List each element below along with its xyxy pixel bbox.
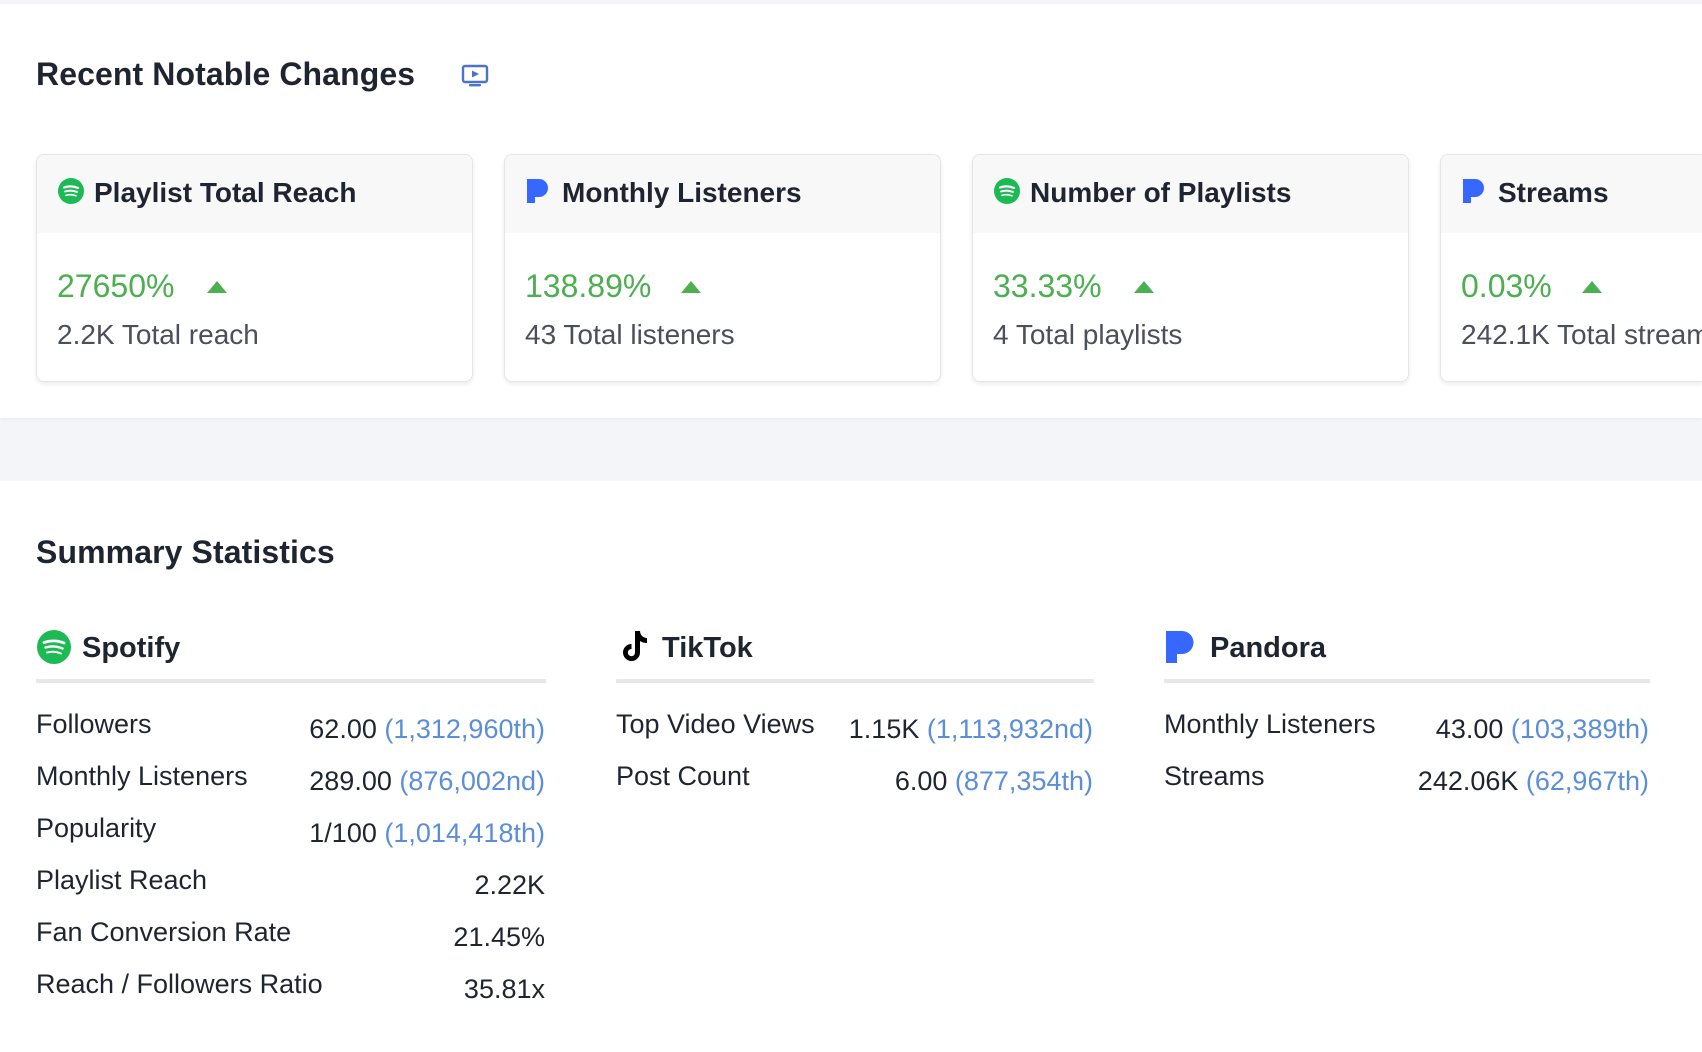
platform-name: TikTok (662, 632, 753, 664)
summary-statistics-title: Summary Statistics (36, 534, 335, 570)
divider (1164, 679, 1650, 683)
stat-value: 6.00 (877,354th) (895, 766, 1093, 797)
stat-row-monthly-listeners: Monthly Listeners 289.00 (876,002nd) (36, 761, 545, 801)
change-card-playlist-reach[interactable]: Playlist Total Reach 27650% 2.2K Total r… (36, 154, 473, 382)
card-title: Streams (1498, 177, 1609, 208)
card-subtitle: 4 Total playlists (993, 319, 1183, 350)
value-text: 35.81x (463, 974, 545, 1004)
stat-label: Top Video Views (616, 709, 815, 739)
stat-value: 43.00 (103,389th) (1436, 714, 1649, 745)
card-subtitle: 43 Total listeners (525, 319, 735, 350)
stat-label: Followers (36, 709, 152, 739)
value-text: 289.00 (309, 766, 392, 796)
stat-label: Playlist Reach (36, 865, 208, 895)
stat-row-post-count: Post Count 6.00 (877,354th) (616, 761, 1093, 801)
summary-statistics-panel: Summary Statistics Spotify Followers 62.… (0, 481, 1702, 1052)
stat-row-top-video-views: Top Video Views 1.15K (1,113,932nd) (616, 709, 1093, 749)
value-text: 43.00 (1435, 714, 1504, 744)
platform-name: Spotify (82, 632, 181, 664)
recent-changes-title: Recent Notable Changes (36, 56, 416, 92)
stat-row-popularity: Popularity 1/100 (1,014,418th) (36, 813, 545, 853)
stat-value: 289.00 (876,002nd) (309, 766, 545, 797)
stat-value: 35.81x (464, 974, 545, 1005)
rank-link[interactable]: (877,354th) (954, 766, 1093, 796)
stat-value: 2.22K (474, 870, 545, 901)
tiktok-icon (623, 631, 647, 661)
stat-row-reach-followers-ratio: Reach / Followers Ratio 35.81x (36, 969, 545, 1009)
stat-value: 21.45% (453, 922, 545, 953)
stat-row-playlist-reach: Playlist Reach 2.22K (36, 865, 545, 905)
stat-value: 62.00 (1,312,960th) (309, 714, 545, 745)
change-card-monthly-listeners[interactable]: Monthly Listeners 138.89% 43 Total liste… (504, 154, 941, 382)
stat-label: Post Count (616, 761, 750, 791)
card-subtitle: 242.1K Total streams (1461, 319, 1702, 350)
rank-link[interactable]: (1,312,960th) (384, 714, 545, 744)
card-percent: 33.33% (993, 268, 1102, 304)
divider (36, 679, 546, 683)
value-text: 6.00 (894, 766, 948, 796)
rank-link[interactable]: (876,002nd) (399, 766, 545, 796)
recent-changes-panel: Recent Notable Changes Playlist Total Re… (0, 4, 1702, 418)
up-arrow-icon (207, 281, 227, 293)
rank-link[interactable]: (103,389th) (1510, 714, 1649, 744)
stat-value: 1.15K (1,113,932nd) (849, 714, 1093, 745)
stat-label: Fan Conversion Rate (36, 917, 292, 947)
stat-row-pandora-streams: Streams 242.06K (62,967th) (1164, 761, 1649, 801)
stat-label: Popularity (36, 813, 157, 843)
tiktok-header: TikTok (616, 629, 1094, 669)
spotify-icon (37, 630, 71, 664)
spotify-header: Spotify (36, 629, 546, 669)
value-text: 21.45% (453, 922, 545, 952)
pandora-icon (527, 179, 548, 203)
card-subtitle: 2.2K Total reach (57, 319, 259, 350)
change-card-streams[interactable]: Streams 0.03% 242.1K Total streams (1440, 154, 1702, 382)
stat-row-fan-conversion-rate: Fan Conversion Rate 21.45% (36, 917, 545, 957)
spotify-icon (58, 178, 84, 204)
rank-link[interactable]: (1,113,932nd) (926, 714, 1093, 744)
value-text: 62.00 (309, 714, 377, 744)
value-text: 242.06K (1417, 766, 1519, 796)
tv-play-icon[interactable] (461, 64, 489, 88)
stat-row-followers: Followers 62.00 (1,312,960th) (36, 709, 545, 749)
rank-link[interactable]: (62,967th) (1525, 766, 1649, 796)
up-arrow-icon (681, 281, 701, 293)
change-card-number-of-playlists[interactable]: Number of Playlists 33.33% 4 Total playl… (972, 154, 1409, 382)
stat-row-pandora-monthly-listeners: Monthly Listeners 43.00 (103,389th) (1164, 709, 1649, 749)
spotify-icon (994, 178, 1020, 204)
card-header: Monthly Listeners (505, 155, 940, 233)
card-percent: 138.89% (525, 268, 652, 304)
stat-label: Monthly Listeners (1164, 709, 1376, 739)
card-title: Number of Playlists (1030, 177, 1292, 208)
card-header: Streams (1441, 155, 1702, 233)
stat-value: 1/100 (1,014,418th) (309, 818, 545, 849)
pandora-icon (1463, 179, 1484, 203)
pandora-icon (1166, 631, 1194, 663)
card-percent: 27650% (57, 268, 175, 304)
card-header: Number of Playlists (973, 155, 1408, 233)
card-title: Playlist Total Reach (94, 177, 357, 208)
value-text: 2.22K (474, 870, 545, 900)
card-percent: 0.03% (1461, 268, 1552, 304)
stat-label: Reach / Followers Ratio (36, 969, 323, 999)
card-title: Monthly Listeners (562, 177, 802, 208)
platform-name: Pandora (1210, 632, 1327, 664)
stat-label: Streams (1164, 761, 1265, 791)
value-text: 1.15K (848, 714, 920, 744)
value-text: 1/100 (309, 818, 377, 848)
rank-link[interactable]: (1,014,418th) (384, 818, 545, 848)
up-arrow-icon (1134, 281, 1154, 293)
stat-label: Monthly Listeners (36, 761, 248, 791)
up-arrow-icon (1582, 281, 1602, 293)
divider (616, 679, 1094, 683)
pandora-header: Pandora (1164, 629, 1650, 669)
stat-value: 242.06K (62,967th) (1418, 766, 1649, 797)
card-header: Playlist Total Reach (37, 155, 472, 233)
